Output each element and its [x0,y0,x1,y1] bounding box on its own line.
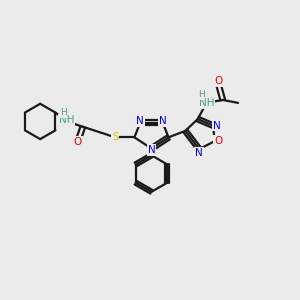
Text: O: O [214,136,222,146]
Text: NH: NH [59,115,74,125]
Text: O: O [74,137,82,147]
Text: S: S [112,132,119,142]
Text: H: H [60,108,67,117]
Text: N: N [148,145,155,155]
Text: NH: NH [199,98,214,108]
Text: N: N [213,121,220,130]
Text: O: O [214,76,222,86]
Text: N: N [195,148,203,158]
Text: N: N [159,116,167,126]
Text: N: N [136,116,144,126]
Text: H: H [198,90,205,99]
